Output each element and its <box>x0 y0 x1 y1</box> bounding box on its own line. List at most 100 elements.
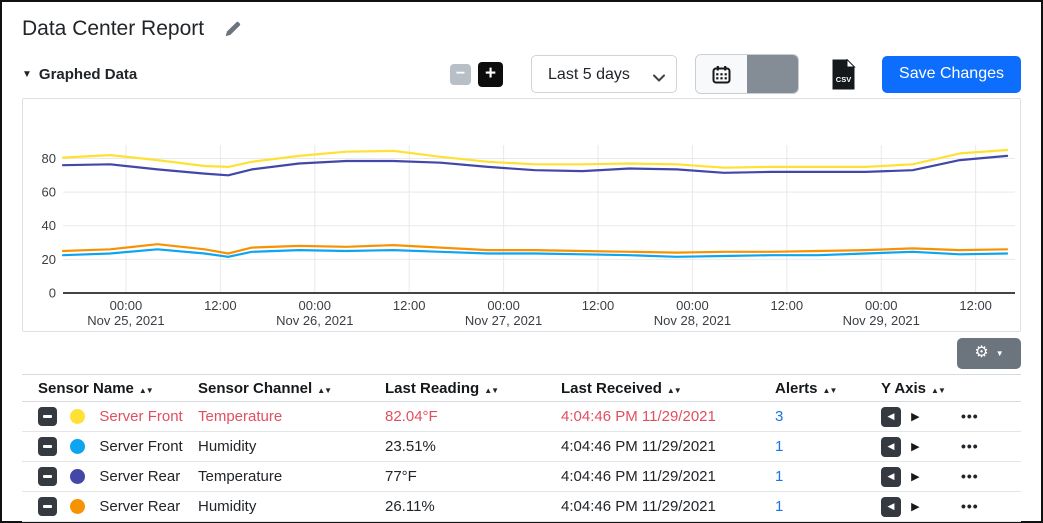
svg-text:12:00: 12:00 <box>771 298 804 313</box>
column-header[interactable]: Sensor Channel ▲▼ <box>198 379 332 397</box>
y-axis-left-button[interactable]: ◀ <box>881 436 901 457</box>
svg-text:Nov 29, 2021: Nov 29, 2021 <box>843 313 920 328</box>
svg-text:00:00: 00:00 <box>865 298 898 313</box>
calendar-button-handle <box>747 55 799 93</box>
chart-line <box>61 243 1009 255</box>
minus-icon <box>43 445 52 448</box>
column-header[interactable]: Alerts ▲▼ <box>775 379 838 397</box>
last-received: 4:04:46 PM 11/29/2021 <box>561 498 716 515</box>
sort-arrows-icon[interactable]: ▲▼ <box>138 385 154 395</box>
svg-text:00:00: 00:00 <box>110 298 143 313</box>
date-range-wrap: Last 5 days <box>531 55 678 93</box>
series-color-dot <box>70 499 86 514</box>
last-reading: 77°F <box>385 468 417 485</box>
svg-text:40: 40 <box>42 218 56 233</box>
edit-title-pencil-icon[interactable] <box>224 21 241 38</box>
alerts-link[interactable]: 1 <box>775 468 784 485</box>
y-axis-left-button[interactable]: ◀ <box>881 406 901 427</box>
sensor-name: Server Front <box>99 408 183 425</box>
column-header[interactable]: Last Reading ▲▼ <box>385 379 499 397</box>
sensor-channel: Humidity <box>198 438 257 455</box>
chart-panel: 0 20 40 60 80 00:00 Nov 25, 2021 12:00 00:00 Nov … <box>22 98 1021 332</box>
y-axis-right-button[interactable]: ▶ <box>911 501 920 513</box>
svg-text:60: 60 <box>42 185 56 200</box>
last-reading: 23.51% <box>385 438 436 455</box>
last-reading: 26.11% <box>385 498 435 515</box>
collapse-row-button[interactable] <box>38 407 57 426</box>
save-changes-button[interactable]: Save Changes <box>882 55 1021 93</box>
sort-arrows-icon[interactable]: ▲▼ <box>317 385 332 395</box>
sensor-name: Server Front <box>99 438 183 455</box>
chart-line <box>61 154 1009 177</box>
column-header-spacer <box>961 375 1021 402</box>
sensor-channel: Temperature <box>198 408 283 425</box>
table-header-row: Sensor Name ▲▼ Sensor Channel ▲▼ Last Readin… <box>22 374 1021 402</box>
column-header[interactable]: Sensor Name ▲▼ <box>38 379 154 397</box>
collapse-row-button[interactable] <box>38 437 57 456</box>
sensor-channel: Humidity <box>198 498 257 515</box>
page-title: Data Center Report <box>22 17 205 40</box>
svg-text:20: 20 <box>42 252 56 267</box>
last-received: 4:04:46 PM 11/29/2021 <box>561 408 716 425</box>
minus-icon <box>43 505 52 508</box>
alerts-link[interactable]: 3 <box>775 408 784 425</box>
row-menu-button[interactable]: ••• <box>961 408 979 424</box>
chart-line <box>61 248 1009 258</box>
y-axis-right-button[interactable]: ▶ <box>911 471 920 483</box>
table-row: Server Front Temperature 82.04°F 4:04:46… <box>22 402 1021 432</box>
sensor-name: Server Rear <box>99 498 181 515</box>
column-header[interactable]: Last Received ▲▼ <box>561 379 682 397</box>
svg-text:Nov 25, 2021: Nov 25, 2021 <box>87 313 164 328</box>
y-axis-right-button[interactable]: ▶ <box>911 411 920 423</box>
export-csv-button[interactable]: CSV <box>831 58 856 90</box>
row-menu-button[interactable]: ••• <box>961 438 979 454</box>
column-header[interactable]: Y Axis ▲▼ <box>881 379 946 397</box>
svg-text:12:00: 12:00 <box>204 298 237 313</box>
date-range-select[interactable]: Last 5 days <box>531 55 678 93</box>
collapse-caret-icon: ▼ <box>22 68 32 80</box>
y-axis-left-button[interactable]: ◀ <box>881 466 901 487</box>
table-options-row: ⚙ ▼ <box>22 332 1021 374</box>
minus-icon <box>43 415 52 418</box>
last-reading: 82.04°F <box>385 408 438 425</box>
alerts-link[interactable]: 1 <box>775 438 784 455</box>
alerts-link[interactable]: 1 <box>775 498 784 515</box>
y-axis-left-button[interactable]: ◀ <box>881 496 901 517</box>
title-row: Data Center Report <box>22 14 1021 44</box>
zoom-in-button[interactable]: + <box>478 61 504 87</box>
table-row: Server Rear Humidity 26.11% 4:04:46 PM 1… <box>22 492 1021 522</box>
sort-arrows-icon[interactable]: ▲▼ <box>931 385 946 395</box>
sensor-channel: Temperature <box>198 468 283 485</box>
svg-text:12:00: 12:00 <box>582 298 615 313</box>
svg-text:00:00: 00:00 <box>298 298 331 313</box>
row-menu-button[interactable]: ••• <box>961 468 979 484</box>
section-label: Graphed Data <box>38 65 138 83</box>
sort-arrows-icon[interactable]: ▲▼ <box>822 385 838 395</box>
csv-label: CSV <box>836 75 851 84</box>
table-settings-button[interactable]: ⚙ ▼ <box>957 337 1021 369</box>
sensor-name: Server Rear <box>99 468 181 485</box>
chart-toolbar: − + Last 5 days <box>450 54 1021 94</box>
sort-arrows-icon[interactable]: ▲▼ <box>666 385 682 395</box>
graphed-data-toggle[interactable]: ▼ Graphed Data <box>22 66 137 83</box>
section-toolbar-row: ▼ Graphed Data − + Last 5 days <box>22 52 1021 96</box>
row-menu-button[interactable]: ••• <box>961 498 979 514</box>
svg-text:12:00: 12:00 <box>959 298 992 313</box>
sensor-table-body: Server Front Temperature 82.04°F 4:04:46… <box>22 402 1021 522</box>
chart-line <box>61 148 1009 169</box>
minus-icon <box>43 475 52 478</box>
svg-text:00:00: 00:00 <box>487 298 520 313</box>
collapse-row-button[interactable] <box>38 497 57 516</box>
svg-text:Nov 26, 2021: Nov 26, 2021 <box>276 313 353 328</box>
zoom-out-button[interactable]: − <box>450 63 472 85</box>
gear-caret-icon: ▼ <box>995 348 1004 358</box>
series-color-dot <box>70 469 86 484</box>
sort-arrows-icon[interactable]: ▲▼ <box>484 385 499 395</box>
calendar-range-button[interactable] <box>695 54 800 94</box>
y-axis-right-button[interactable]: ▶ <box>911 441 920 453</box>
svg-text:12:00: 12:00 <box>393 298 426 313</box>
table-row: Server Rear Temperature 77°F 4:04:46 PM … <box>22 462 1021 492</box>
collapse-row-button[interactable] <box>38 467 57 486</box>
